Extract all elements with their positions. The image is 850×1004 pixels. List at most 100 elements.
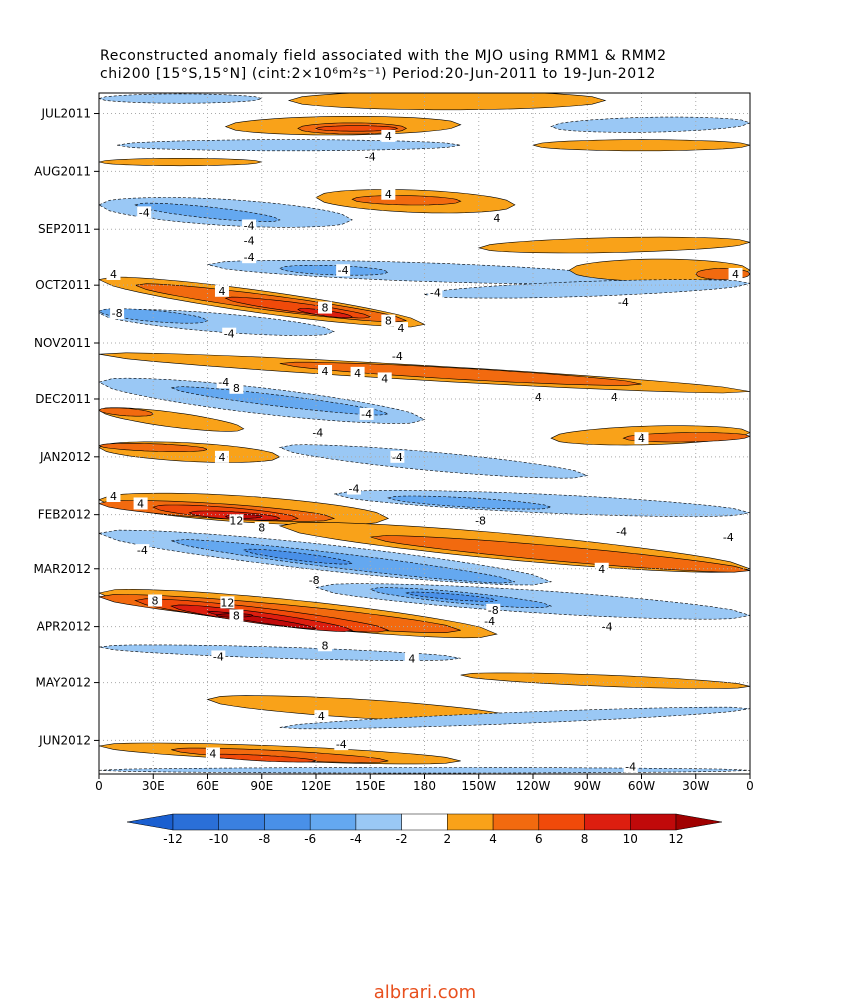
overlay: 4-44-4 4-4-4-4-44 44 -4-48-884-4-44 4 4-4 84 4-… [34,92,754,846]
contour-label-box [482,615,497,628]
contour-label-box [137,206,152,219]
y-tick-label: NOV2011 [34,336,91,350]
contour-label-box [254,521,269,534]
contour-label-box [106,267,121,280]
contour-label: -8 [309,574,320,587]
contour-label: 12 [229,514,243,527]
x-tick-label: 90E [250,779,273,793]
x-tick-label: 0 [95,779,103,793]
y-tick-label: APR2012 [37,620,91,634]
contour-label-box [381,314,396,327]
contour-label: -4 [312,427,323,440]
contour-label: 4 [137,497,144,510]
anomaly-band [460,672,750,689]
colorbar-end [675,813,723,831]
contour-label-box [242,251,257,264]
contour-label-box [486,603,501,616]
contour-label-box [721,531,736,544]
contour-label: 4 [598,563,605,576]
x-tick-label: 180 [413,779,436,793]
anomaly-band [99,93,263,104]
contour-label: -4 [224,328,235,341]
contour-label: -4 [430,287,441,300]
contour-label-box [220,596,235,609]
contour-label: 4 [354,367,361,380]
contour-label: -8 [475,514,486,527]
contour-label-box [616,295,631,308]
colorbar-box [264,813,311,831]
colorbar-box [309,813,357,831]
contour-label: 4 [209,747,216,760]
y-tick-label: SEP2011 [38,222,91,236]
contour-label-box [390,450,405,463]
anomaly-band [279,706,750,730]
contour-label: -4 [244,234,255,247]
x-tick-label: 150W [461,779,496,793]
contour-label-box [310,426,325,439]
y-tick-label: JAN2012 [39,450,91,464]
anomaly-band [387,495,553,510]
colorbar-label: 10 [623,832,638,846]
colorbar-box [447,813,494,831]
contour-label-box [346,482,361,495]
contour-label: 4 [385,130,392,143]
colorbar-label: -12 [163,832,183,846]
x-tick-label: 30E [142,779,165,793]
contour-label: -4 [392,350,403,363]
y-tick-label: JUN2012 [38,733,91,747]
contour-label-box [318,301,333,314]
contour-label: 4 [322,365,329,378]
contour-label: -4 [348,483,359,496]
contour-label: 4 [732,268,739,281]
contour-label: 4 [385,188,392,201]
anomaly-band [99,308,209,324]
anomaly-band [171,386,389,416]
contour-label-box [428,286,443,299]
contour-label-box [393,322,408,335]
contour-label-box [229,381,244,394]
contour-label-box [318,364,333,377]
anomaly-band [287,93,607,111]
colorbar-label: -2 [396,832,408,846]
anomaly-band [99,158,262,167]
contour-label: -4 [213,650,224,663]
chart-title: Reconstructed anomaly field associated w… [100,48,667,64]
y-tick-label: MAR2012 [34,562,91,576]
footer: albrari.com [374,982,476,1000]
contour-label-box [531,391,546,404]
contour-label-box [377,372,392,385]
y-tick-label: AUG2011 [34,164,91,178]
x-tick-label: 120E [301,779,332,793]
contour-label-box [623,760,638,773]
x-tick-label: 0 [746,779,754,793]
contour-label: -4 [361,408,372,421]
colorbar-label: 12 [668,832,683,846]
contour-label-box [135,544,150,557]
contour-label-box [229,514,244,527]
anomaly-band [405,591,498,602]
contour-label-box [133,497,148,510]
colorbar-label: 4 [489,832,497,846]
colorbar-label: 2 [444,832,452,846]
contour-label-box [106,490,121,503]
contour-label: -4 [338,264,349,277]
anomaly-band [550,116,750,133]
contour-label: 4 [110,268,117,281]
anomaly-band [242,548,354,565]
contour-label-box [211,650,226,663]
chart-subtitle: chi200 [15°S,15°N] (cint:2×10⁶m²s⁻¹) Per… [100,66,656,82]
contour-label-box [350,366,365,379]
contour-label: 8 [322,639,329,652]
contour-label-box [336,264,351,277]
x-tick-label: 150E [355,779,386,793]
contour-label-box [381,129,396,142]
y-tick-label: JUL2011 [40,107,91,121]
anomaly-band [622,432,750,443]
contour-label: -8 [488,604,499,617]
colorbar-end [126,813,174,831]
contour-label: -4 [218,376,229,389]
contour-label: 8 [152,594,159,607]
contour-label: -4 [244,251,255,264]
contour-label: -4 [137,544,148,557]
y-tick-label: FEB2012 [38,508,91,522]
